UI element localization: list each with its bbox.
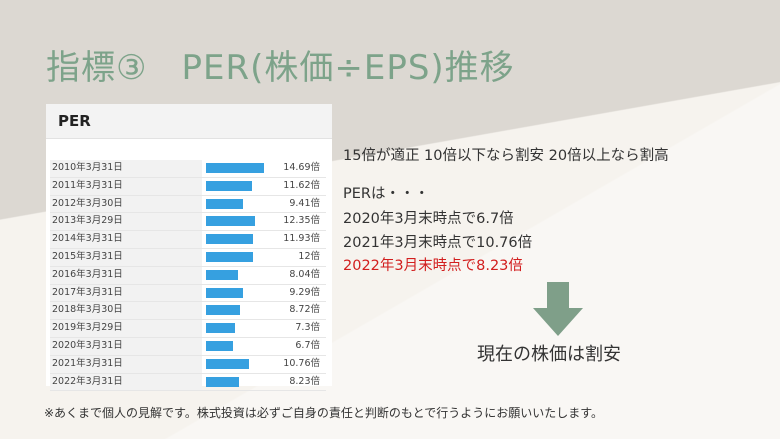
row-date: 2014年3月31日 [50, 231, 202, 248]
per-table-title: PER [58, 112, 91, 130]
table-row: 2017年3月31日 9.29倍 [50, 284, 326, 303]
table-row: 2022年3月31日 8.23倍 [50, 373, 326, 392]
table-row: 2021年3月31日 10.76倍 [50, 355, 326, 374]
slide-title: 指標③ PER(株価÷EPS)推移 [46, 40, 515, 89]
row-date: 2018年3月30日 [50, 302, 202, 320]
row-date: 2017年3月31日 [50, 284, 202, 302]
row-date: 2019年3月29日 [50, 320, 202, 337]
row-value: 11.62倍 [283, 179, 320, 191]
row-bar [206, 340, 233, 351]
per-table-panel: PER 2010年3月31日 14.69倍 2011年3月31日 11.62倍 2012… [46, 104, 332, 392]
row-date: 2020年3月31日 [50, 337, 202, 355]
row-value: 8.04倍 [289, 268, 320, 280]
table-row: 2012年3月30日 9.41倍 [50, 195, 326, 214]
row-bar [206, 376, 239, 387]
row-date: 2013年3月29日 [50, 213, 202, 231]
per-table-header: PER [46, 104, 332, 139]
table-row: 2015年3月31日 12倍 [50, 248, 326, 267]
row-value: 8.23倍 [289, 375, 320, 387]
table-row: 2010年3月31日 14.69倍 [50, 160, 326, 178]
row-value: 14.69倍 [283, 162, 320, 173]
table-row: 2019年3月29日 7.3倍 [50, 320, 326, 338]
row-date: 2015年3月31日 [50, 248, 202, 266]
row-bar [206, 216, 255, 227]
row-value: 10.76倍 [283, 357, 320, 369]
row-date: 2021年3月31日 [50, 355, 202, 373]
conclusion-text: 現在の株価は割安 [477, 344, 621, 365]
per-2022-text: 2022年3月末時点で8.23倍 [343, 258, 523, 274]
row-bar [206, 269, 238, 280]
row-date: 2011年3月31日 [50, 177, 202, 195]
row-bar [206, 198, 244, 209]
row-value: 11.93倍 [283, 233, 320, 245]
row-value: 6.7倍 [295, 339, 320, 351]
criteria-text: 15倍が適正 10倍以下なら割安 20倍以上なら割高 [343, 148, 669, 164]
disclaimer-text: ※あくまで個人の見解です。株式投資は必ずご自身の責任と判断のもとで行うようにお願… [44, 406, 604, 420]
title-prefix: 指標③ [46, 48, 148, 88]
table-row: 2020年3月31日 6.7倍 [50, 337, 326, 356]
row-date: 2010年3月31日 [50, 160, 202, 177]
row-bar [206, 305, 241, 316]
title-main: PER(株価÷EPS)推移 [181, 48, 515, 88]
row-bar [206, 163, 264, 173]
row-value: 8.72倍 [289, 304, 320, 316]
table-row: 2011年3月31日 11.62倍 [50, 177, 326, 196]
row-date: 2012年3月30日 [50, 195, 202, 213]
row-value: 7.3倍 [295, 322, 320, 334]
row-bar [206, 287, 243, 298]
table-row: 2016年3月31日 8.04倍 [50, 266, 326, 285]
row-bar [206, 323, 235, 334]
row-value: 12倍 [298, 250, 320, 262]
row-value: 9.29倍 [289, 286, 320, 298]
per-intro-text: PERは・・・ [343, 186, 429, 202]
down-arrow-icon [533, 282, 583, 336]
row-date: 2022年3月31日 [50, 373, 202, 391]
row-value: 12.35倍 [283, 215, 320, 227]
table-row: 2018年3月30日 8.72倍 [50, 302, 326, 321]
table-row: 2014年3月31日 11.93倍 [50, 231, 326, 249]
row-date: 2016年3月31日 [50, 266, 202, 284]
row-bar [206, 358, 249, 369]
row-bar [206, 234, 254, 245]
table-row: 2013年3月29日 12.35倍 [50, 213, 326, 232]
row-bar [206, 180, 252, 191]
row-bar [206, 251, 254, 262]
per-table-rows: 2010年3月31日 14.69倍 2011年3月31日 11.62倍 2012年3月3… [50, 160, 326, 392]
row-value: 9.41倍 [289, 197, 320, 209]
per-2020-text: 2020年3月末時点で6.7倍 [343, 211, 514, 227]
per-2021-text: 2021年3月末時点で10.76倍 [343, 235, 533, 251]
